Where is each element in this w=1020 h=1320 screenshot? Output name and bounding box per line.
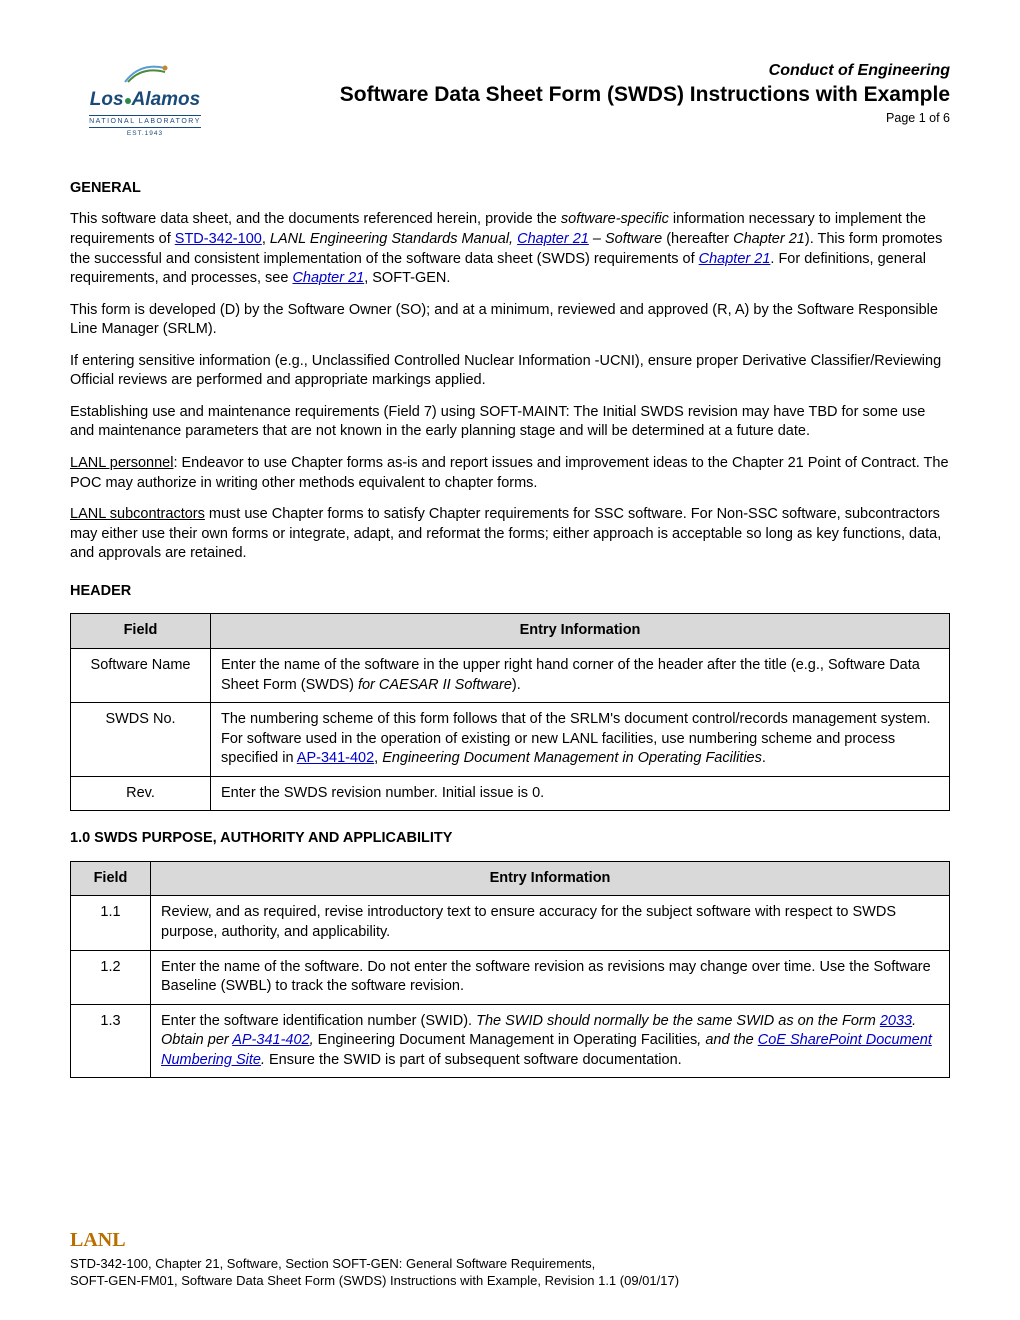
general-heading: GENERAL bbox=[70, 179, 950, 199]
document-header: LosAlamos NATIONAL LABORATORY EST.1943 C… bbox=[70, 60, 950, 139]
logo-est-text: EST.1943 bbox=[127, 130, 163, 139]
form-2033-link[interactable]: 2033 bbox=[880, 1013, 912, 1029]
pretitle: Conduct of Engineering bbox=[340, 60, 950, 82]
chapter21-link-2[interactable]: Chapter 21 bbox=[699, 251, 771, 267]
header-table: Field Entry Information Software Name En… bbox=[70, 613, 950, 811]
table-header-field: Field bbox=[71, 861, 151, 896]
table-row: Software Name Enter the name of the soft… bbox=[71, 648, 950, 702]
field-cell: Software Name bbox=[71, 648, 211, 702]
field-cell: 1.2 bbox=[71, 950, 151, 1004]
std-link[interactable]: STD-342-100 bbox=[175, 231, 262, 247]
general-p4: Establishing use and maintenance require… bbox=[70, 403, 950, 442]
general-p2: This form is developed (D) by the Softwa… bbox=[70, 301, 950, 340]
field-cell: 1.1 bbox=[71, 896, 151, 950]
table-row: Rev. Enter the SWDS revision number. Ini… bbox=[71, 776, 950, 811]
footer: LANL STD-342-100, Chapter 21, Software, … bbox=[70, 1227, 950, 1290]
table-row: 1.1 Review, and as required, revise intr… bbox=[71, 896, 950, 950]
page-number: Page 1 of 6 bbox=[340, 110, 950, 127]
logo-lab-text: NATIONAL LABORATORY bbox=[89, 115, 201, 128]
chapter21-link[interactable]: Chapter 21 bbox=[517, 231, 589, 247]
entry-cell: The numbering scheme of this form follow… bbox=[211, 703, 950, 777]
document-title: Software Data Sheet Form (SWDS) Instruct… bbox=[340, 82, 950, 108]
chapter21-link-3[interactable]: Chapter 21 bbox=[292, 270, 364, 286]
table-row: 1.2 Enter the name of the software. Do n… bbox=[71, 950, 950, 1004]
general-p1: This software data sheet, and the docume… bbox=[70, 210, 950, 288]
swds-heading: 1.0 SWDS PURPOSE, AUTHORITY AND APPLICAB… bbox=[70, 829, 950, 849]
table-row: SWDS No. The numbering scheme of this fo… bbox=[71, 703, 950, 777]
entry-cell: Enter the software identification number… bbox=[151, 1004, 950, 1078]
swds-table: Field Entry Information 1.1 Review, and … bbox=[70, 861, 950, 1079]
ap-link-2[interactable]: AP-341-402 bbox=[232, 1032, 309, 1048]
general-p6: LANL subcontractors must use Chapter for… bbox=[70, 505, 950, 564]
table-row: 1.3 Enter the software identification nu… bbox=[71, 1004, 950, 1078]
entry-cell: Enter the SWDS revision number. Initial … bbox=[211, 776, 950, 811]
ap-link[interactable]: AP-341-402 bbox=[297, 750, 374, 766]
general-p3: If entering sensitive information (e.g.,… bbox=[70, 352, 950, 391]
logo-swoosh-icon bbox=[120, 60, 170, 85]
field-cell: 1.3 bbox=[71, 1004, 151, 1078]
footer-line-2: SOFT-GEN-FM01, Software Data Sheet Form … bbox=[70, 1273, 950, 1290]
entry-cell: Review, and as required, revise introduc… bbox=[151, 896, 950, 950]
logo-brand-text: LosAlamos bbox=[90, 87, 200, 113]
table-header-entry: Entry Information bbox=[151, 861, 950, 896]
header-heading: HEADER bbox=[70, 582, 950, 602]
entry-cell: Enter the name of the software in the up… bbox=[211, 648, 950, 702]
table-header-entry: Entry Information bbox=[211, 614, 950, 649]
general-p5: LANL personnel: Endeavor to use Chapter … bbox=[70, 454, 950, 493]
logo: LosAlamos NATIONAL LABORATORY EST.1943 bbox=[70, 60, 220, 139]
footer-lanl: LANL bbox=[70, 1227, 950, 1254]
title-block: Conduct of Engineering Software Data She… bbox=[340, 60, 950, 127]
table-header-field: Field bbox=[71, 614, 211, 649]
footer-line-1: STD-342-100, Chapter 21, Software, Secti… bbox=[70, 1256, 950, 1273]
field-cell: Rev. bbox=[71, 776, 211, 811]
field-cell: SWDS No. bbox=[71, 703, 211, 777]
entry-cell: Enter the name of the software. Do not e… bbox=[151, 950, 950, 1004]
